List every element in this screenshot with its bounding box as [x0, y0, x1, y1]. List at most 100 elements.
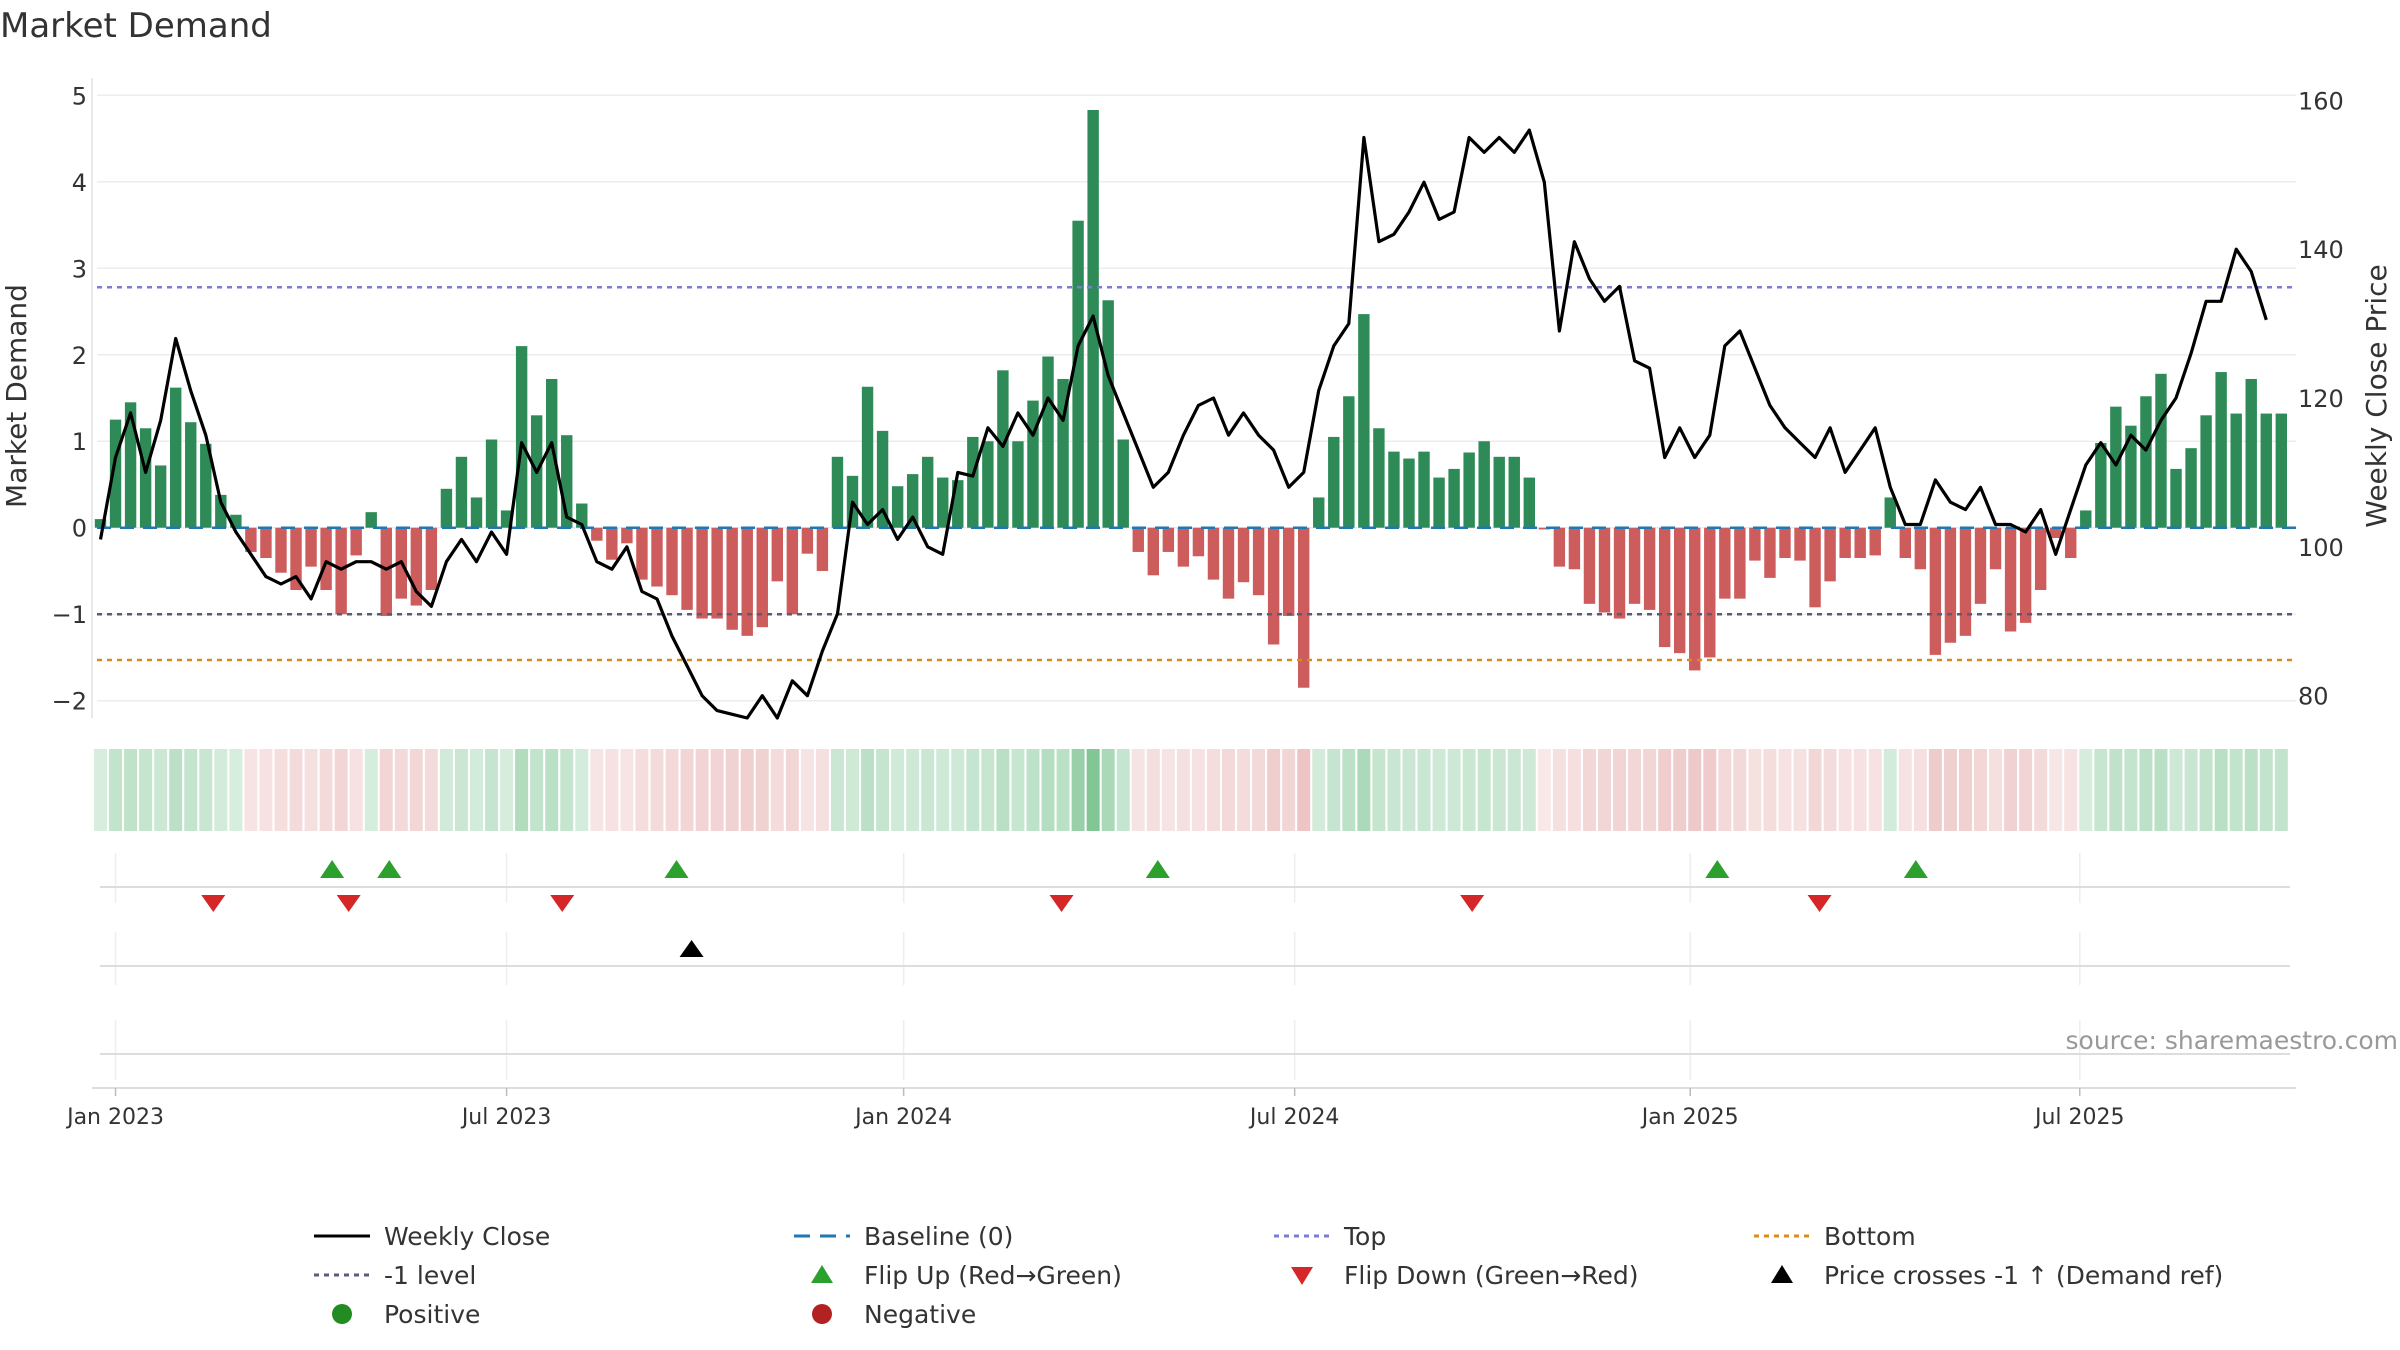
flip-up-marker: [664, 860, 689, 878]
demand-bar: [922, 456, 934, 528]
circle-icon: [332, 1304, 352, 1324]
empty-indicator-panel: [100, 1020, 2290, 1080]
demand-bar: [1267, 527, 1280, 645]
heat-cell: [2109, 749, 2123, 831]
heat-cell: [725, 749, 739, 831]
demand-bar: [1102, 300, 1114, 528]
right-tick-label: 80: [2298, 683, 2329, 711]
heat-cell: [2004, 749, 2018, 831]
demand-bar: [2050, 527, 2062, 539]
demand-bar: [1764, 527, 1776, 578]
demand-bar: [1358, 314, 1370, 528]
demand-bar: [576, 503, 588, 528]
heat-cell: [876, 749, 890, 831]
demand-bar: [2275, 413, 2287, 528]
demand-bar: [335, 527, 347, 615]
heat-cell: [1206, 749, 1220, 831]
demand-bar: [260, 527, 272, 558]
flip-down-marker: [1460, 895, 1485, 912]
heat-cell: [2199, 749, 2213, 831]
legend-label: Flip Up (Red→Green): [864, 1260, 1122, 1290]
demand-bar: [636, 527, 648, 580]
heat-cell: [349, 749, 363, 831]
heat-cell: [1522, 749, 1536, 831]
demand-bar: [455, 456, 468, 528]
demand-bar: [139, 428, 152, 528]
heat-cell: [169, 749, 183, 831]
heat-cell: [244, 749, 258, 831]
left-tick-label: 1: [72, 428, 87, 456]
demand-bar: [215, 494, 227, 528]
heat-cell: [680, 749, 694, 831]
x-tick-label: Jan 2023: [65, 1105, 164, 1130]
demand-bar: [756, 527, 768, 628]
heat-cell: [665, 749, 679, 831]
demand-bar: [2065, 527, 2077, 558]
legend-item-positive: Positive: [312, 1296, 480, 1332]
heat-cell: [1492, 749, 1506, 831]
flip-up-marker: [1705, 860, 1730, 878]
circle-icon: [812, 1304, 832, 1324]
heat-cell: [1733, 749, 1747, 831]
demand-heat-strip: [94, 749, 2288, 831]
heat-cell: [1056, 749, 1070, 831]
heat-cell: [470, 749, 483, 831]
demand-bar: [2034, 527, 2047, 590]
legend-item-price-cross: Price crosses -1 ↑ (Demand ref): [1752, 1257, 2223, 1293]
heat-cell: [139, 749, 153, 831]
heat-cell: [1718, 749, 1732, 831]
demand-bar: [1463, 452, 1475, 528]
heat-cell: [184, 749, 198, 831]
x-tick-label: Jan 2024: [853, 1105, 952, 1130]
demand-bar: [515, 346, 528, 528]
heat-cell: [2259, 749, 2273, 831]
demand-bar: [1959, 527, 1972, 636]
heat-cell: [1237, 749, 1251, 831]
heat-cell: [1282, 749, 1296, 831]
heat-cell: [575, 749, 589, 831]
heat-cell: [815, 749, 829, 831]
heat-cell: [2154, 749, 2168, 831]
heat-cell: [2019, 749, 2033, 831]
right-tick-label: 120: [2298, 385, 2344, 413]
heat-cell: [1928, 749, 1942, 831]
heat-cell: [1462, 749, 1476, 831]
heat-cell: [1131, 749, 1145, 831]
demand-bar: [831, 456, 844, 528]
legend-label: Weekly Close: [384, 1221, 551, 1251]
left-tick-label: −1: [52, 601, 87, 629]
x-tick-label: Jul 2023: [460, 1105, 552, 1130]
heat-cell: [1222, 749, 1235, 831]
legend-item-flip-up: Flip Up (Red→Green): [792, 1257, 1122, 1293]
demand-bar: [1343, 396, 1355, 528]
left-tick-label: 4: [72, 169, 87, 197]
heat-cell: [1507, 749, 1521, 831]
demand-bar: [200, 443, 212, 528]
flip-marker-panel: [100, 853, 2290, 912]
heat-cell: [109, 749, 123, 831]
heat-cell: [1026, 749, 1040, 831]
heat-cell: [1161, 749, 1175, 831]
demand-bar: [561, 435, 573, 528]
heat-cell: [2064, 749, 2078, 831]
right-tick-labels: 80 100 120 140 160: [2298, 87, 2344, 710]
demand-bar: [696, 527, 708, 619]
heat-cell: [1312, 749, 1326, 831]
demand-bar: [1613, 527, 1626, 619]
heat-cell: [1643, 749, 1657, 831]
heat-cell: [500, 749, 514, 831]
heat-cell: [2244, 749, 2258, 831]
heat-cell: [1417, 749, 1431, 831]
demand-bars: [94, 110, 2287, 688]
demand-bar: [906, 474, 919, 528]
demand-bar: [350, 527, 362, 556]
heat-cell: [605, 749, 619, 831]
triangle-down-icon: [1291, 1267, 1313, 1285]
heat-cell: [394, 749, 408, 831]
heat-cell: [830, 749, 844, 831]
flip-up-marker: [377, 860, 402, 878]
heat-cell: [590, 749, 604, 831]
demand-bar: [1658, 527, 1671, 648]
demand-bar: [876, 430, 889, 528]
